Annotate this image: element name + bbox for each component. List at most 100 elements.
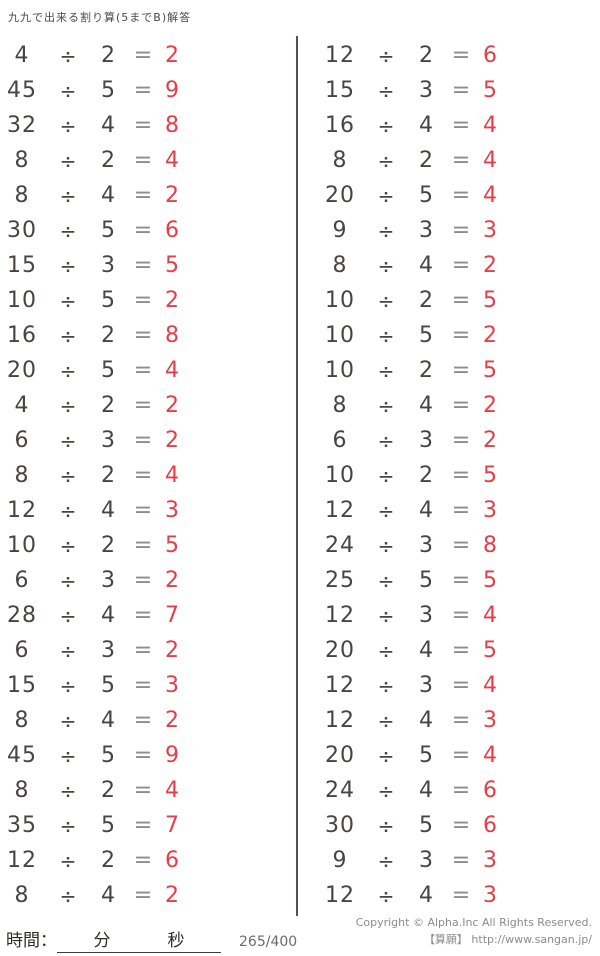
dividend: 8 — [332, 393, 348, 418]
dividend: 45 — [7, 743, 37, 768]
divisor: 4 — [101, 113, 115, 138]
equals-sign: = — [451, 673, 471, 698]
division-sign: ÷ — [377, 358, 395, 383]
divisor: 2 — [101, 533, 115, 558]
division-sign: ÷ — [59, 743, 77, 768]
problem-row: 20 ÷ 5 = 4 — [0, 353, 290, 388]
problems-column-left: 4 ÷ 2 = 2 45 ÷ 5 = 9 3 2 ÷ 4 = 8 8 ÷ 2 = … — [0, 38, 290, 913]
dividend: 28 — [7, 603, 37, 628]
problem-row: 12 ÷ 3 = 4 — [318, 598, 596, 633]
minutes-label: 分 — [93, 931, 111, 951]
worksheet-title: 九九で出来る割り算(5までB)解答 — [8, 11, 192, 24]
division-sign: ÷ — [377, 78, 395, 103]
division-sign: ÷ — [59, 848, 77, 873]
equals-sign: = — [451, 883, 471, 908]
divisor: 4 — [419, 113, 433, 138]
divisor: 2 — [101, 848, 115, 873]
equals-sign: = — [133, 218, 153, 243]
dividend: 35 — [7, 813, 37, 838]
dividend: 20 — [325, 183, 355, 208]
answer: 2 — [165, 428, 179, 453]
equals-sign: = — [133, 743, 153, 768]
dividend: 12 — [325, 43, 355, 68]
problem-row: 24 ÷ 4 = 6 — [318, 773, 596, 808]
dividend: 8 — [14, 463, 30, 488]
answer: 2 — [165, 393, 179, 418]
copyright-line-2: 【算願】 http://www.sangan.jp/ — [423, 932, 592, 946]
answer: 8 — [165, 113, 179, 138]
equals-sign: = — [133, 813, 153, 838]
dividend: 24 — [325, 533, 355, 558]
equals-sign: = — [133, 43, 153, 68]
answer: 3 — [165, 498, 179, 523]
divisor: 2 — [101, 43, 115, 68]
dividend: 12 — [7, 498, 37, 523]
problem-row: 12 ÷ 4 = 3 — [318, 493, 596, 528]
answer: 9 — [165, 743, 179, 768]
division-sign: ÷ — [59, 603, 77, 628]
divisor: 5 — [101, 288, 115, 313]
answer: 2 — [483, 428, 497, 453]
problem-row: 4 ÷ 2 = 2 — [0, 388, 290, 423]
equals-sign: = — [451, 323, 471, 348]
problem-row: 10 ÷ 2 = 5 — [318, 458, 596, 493]
divisor: 4 — [419, 778, 433, 803]
problem-row: 12 ÷ 2 = 6 — [318, 38, 596, 73]
division-sign: ÷ — [377, 463, 395, 488]
equals-sign: = — [451, 183, 471, 208]
problem-row: 12 ÷ 4 = 3 — [0, 493, 290, 528]
dividend: 8 — [14, 708, 30, 733]
problem-row: 6 ÷ 3 = 2 — [318, 423, 596, 458]
division-sign: ÷ — [59, 813, 77, 838]
equals-sign: = — [451, 638, 471, 663]
division-sign: ÷ — [59, 533, 77, 558]
problem-row: 8 ÷ 4 = 2 — [318, 388, 596, 423]
problem-row: 9 ÷ 3 = 3 — [318, 843, 596, 878]
division-sign: ÷ — [377, 778, 395, 803]
equals-sign: = — [133, 253, 153, 278]
divisor: 3 — [419, 218, 433, 243]
division-sign: ÷ — [59, 428, 77, 453]
divisor: 3 — [419, 848, 433, 873]
dividend: 12 — [325, 498, 355, 523]
problem-row: 8 ÷ 2 = 4 — [0, 143, 290, 178]
answer: 4 — [165, 463, 179, 488]
equals-sign: = — [133, 533, 153, 558]
divisor: 5 — [419, 568, 433, 593]
column-divider — [296, 36, 298, 916]
problem-row: 15 ÷ 5 = 3 — [0, 668, 290, 703]
division-sign: ÷ — [377, 883, 395, 908]
division-sign: ÷ — [59, 253, 77, 278]
answer: 6 — [483, 813, 497, 838]
equals-sign: = — [133, 708, 153, 733]
equals-sign: = — [451, 288, 471, 313]
answer: 4 — [483, 183, 497, 208]
equals-sign: = — [451, 603, 471, 628]
divisor: 4 — [419, 883, 433, 908]
answer: 4 — [165, 778, 179, 803]
answer: 5 — [483, 568, 497, 593]
dividend: 12 — [325, 603, 355, 628]
divisor: 3 — [419, 78, 433, 103]
equals-sign: = — [133, 288, 153, 313]
dividend: 10 — [325, 323, 355, 348]
equals-sign: = — [133, 393, 153, 418]
time-blank-line: 分 秒 — [57, 926, 221, 953]
problem-row: 24 ÷ 3 = 8 — [318, 528, 596, 563]
divisor: 5 — [419, 323, 433, 348]
division-sign: ÷ — [377, 533, 395, 558]
division-sign: ÷ — [377, 43, 395, 68]
problem-row: 8 ÷ 4 = 2 — [0, 878, 290, 913]
divisor: 2 — [419, 43, 433, 68]
answer: 5 — [483, 358, 497, 383]
division-sign: ÷ — [59, 148, 77, 173]
answer: 2 — [165, 883, 179, 908]
page-counter: 265/400 — [239, 934, 298, 950]
dividend: 15 — [7, 673, 37, 698]
answer: 3 — [483, 848, 497, 873]
answer: 5 — [483, 463, 497, 488]
division-sign: ÷ — [377, 813, 395, 838]
division-sign: ÷ — [377, 323, 395, 348]
equals-sign: = — [133, 883, 153, 908]
divisor: 5 — [419, 183, 433, 208]
